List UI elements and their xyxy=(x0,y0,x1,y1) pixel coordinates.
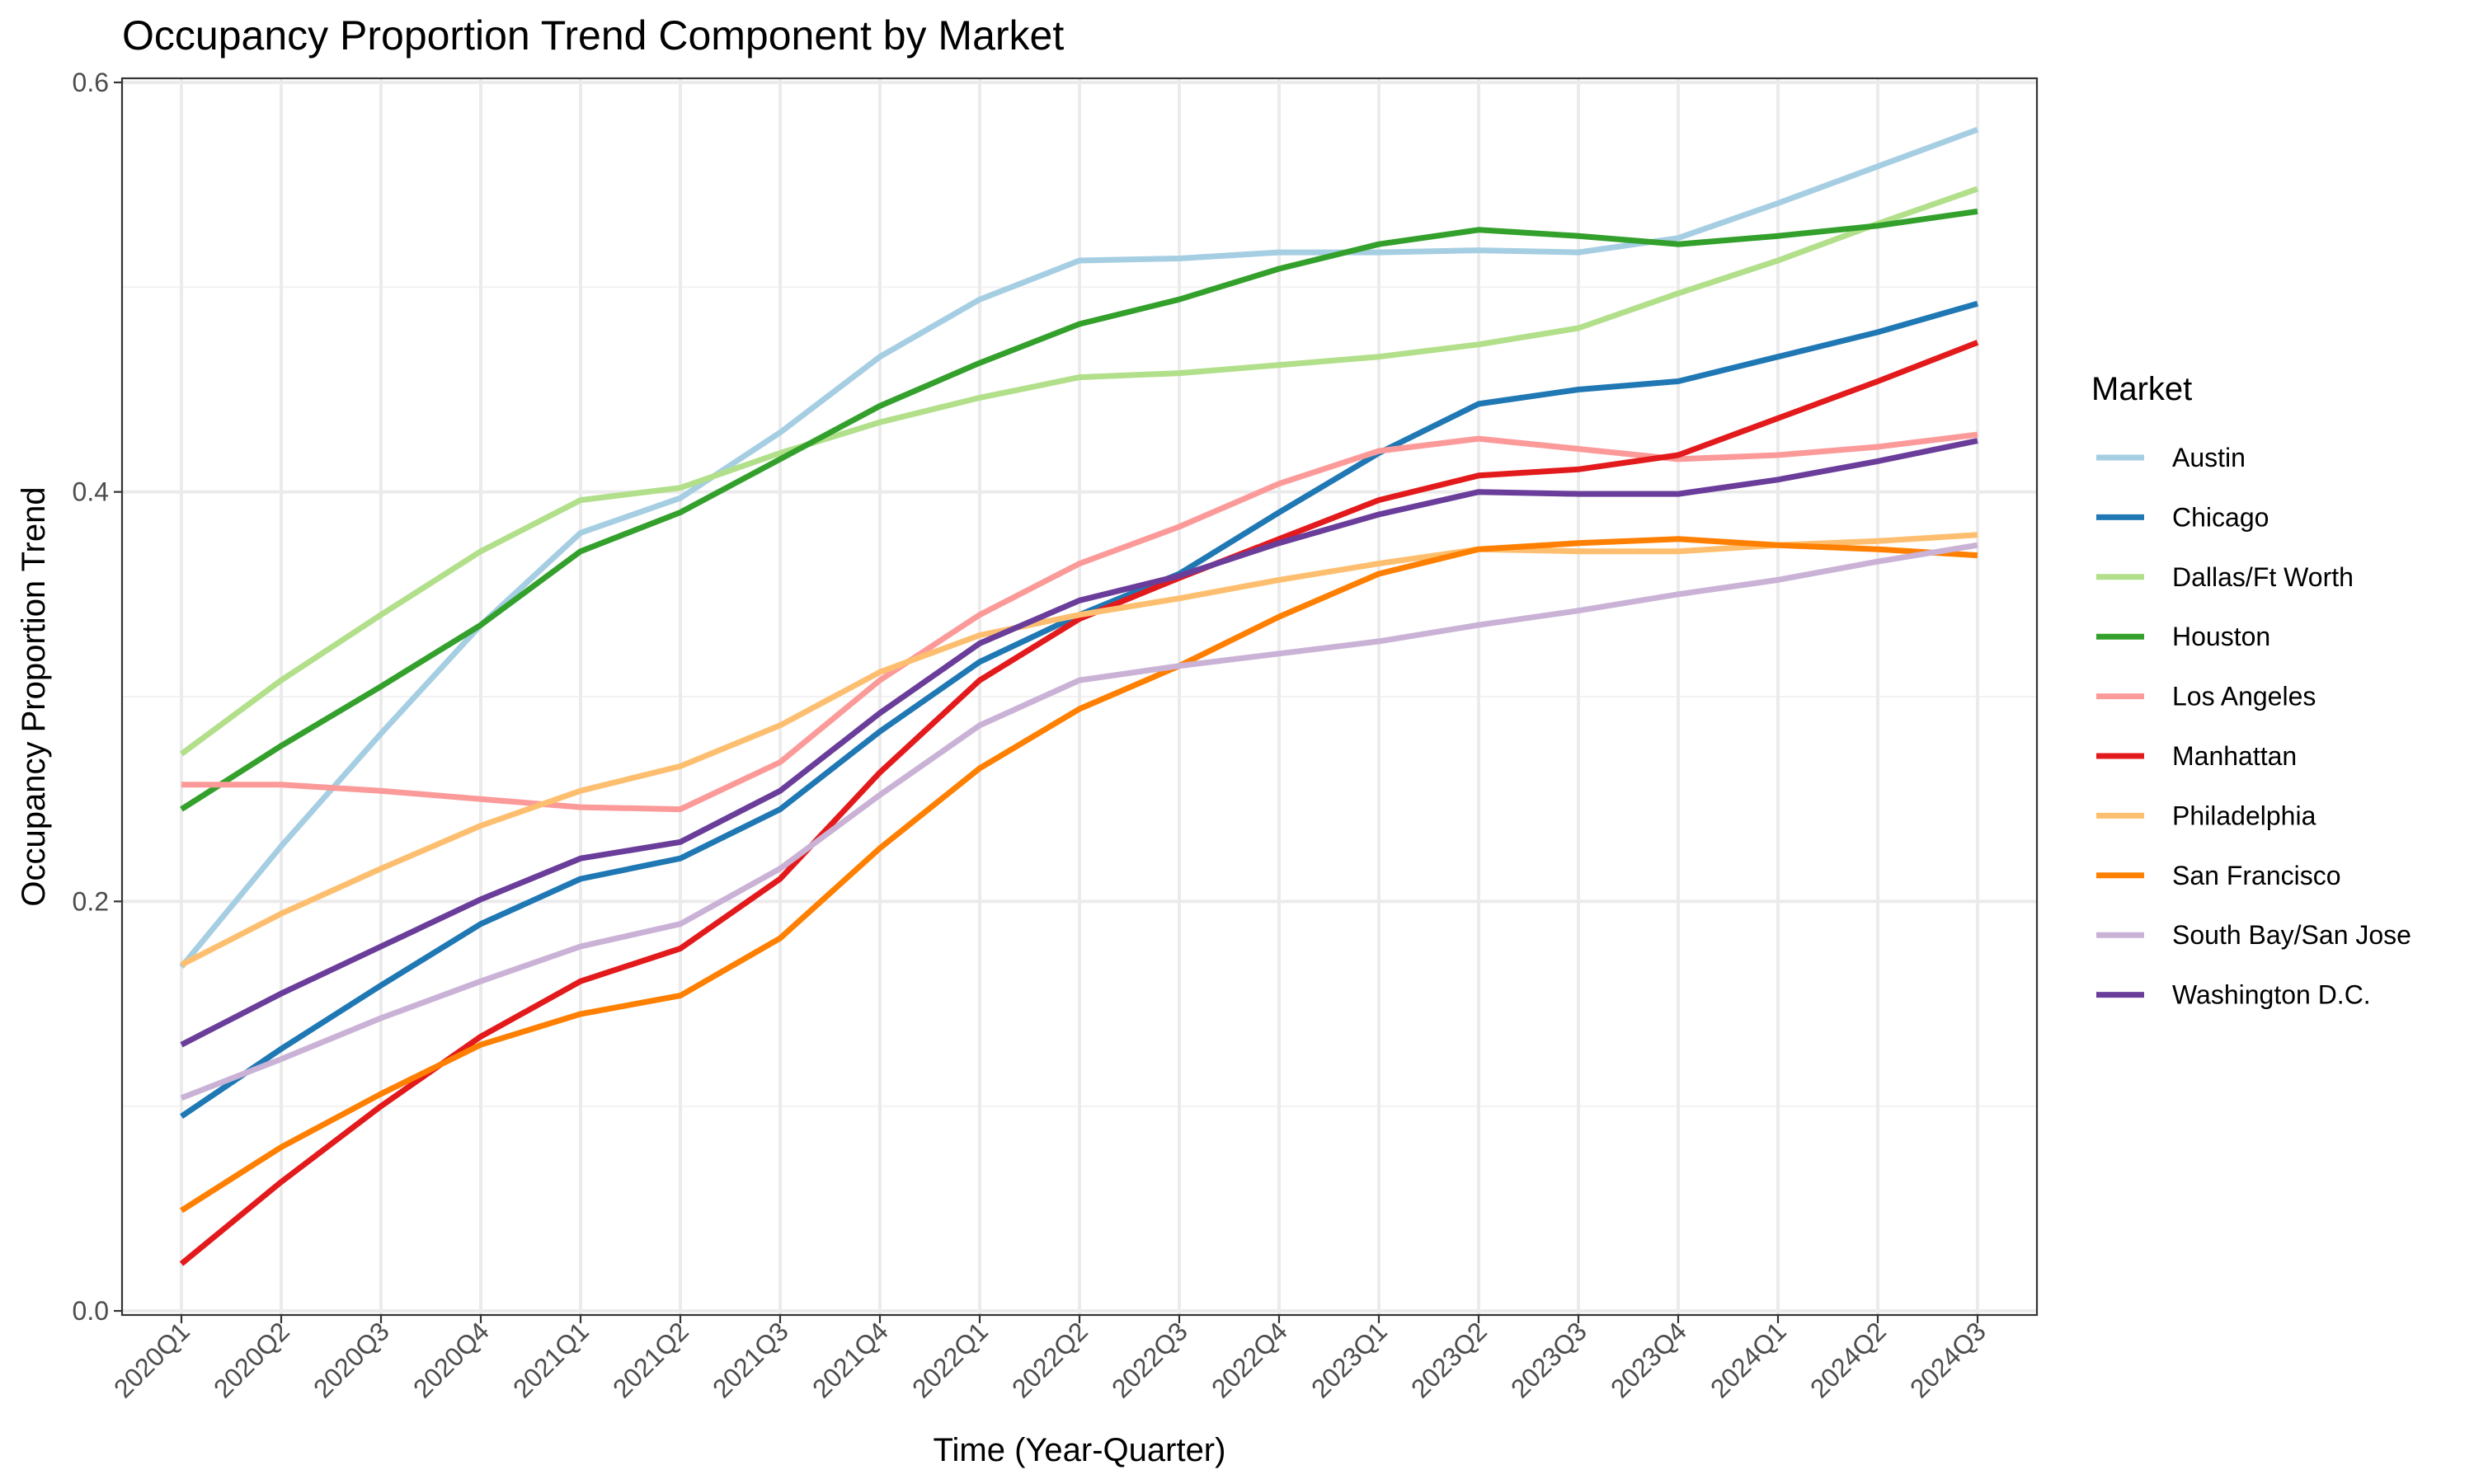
x-tick-label: 2024Q2 xyxy=(1804,1316,1892,1403)
legend-label: Los Angeles xyxy=(2172,682,2316,711)
series-line-manhattan xyxy=(179,340,1979,1266)
x-tick-label: 2024Q3 xyxy=(1904,1316,1992,1403)
legend: Market Austin Chicago Dallas/Ft Worth Houst… xyxy=(2091,371,2411,1010)
legend-label: Philadelphia xyxy=(2172,801,2316,830)
series-line-san-francisco xyxy=(180,536,1978,1214)
legend-label: Washington D.C. xyxy=(2172,980,2371,1010)
series-line-los-angeles xyxy=(181,431,1978,813)
x-tick-label: 2020Q2 xyxy=(208,1316,295,1403)
x-tick-label: 2022Q1 xyxy=(906,1316,994,1403)
grid xyxy=(122,78,2037,1315)
y-tick-label: 0.6 xyxy=(73,68,109,97)
x-tick-label: 2023Q2 xyxy=(1405,1316,1493,1403)
x-tick-label: 2020Q3 xyxy=(308,1316,395,1403)
legend-label: Chicago xyxy=(2172,502,2269,532)
x-tick-label: 2021Q2 xyxy=(607,1316,694,1403)
y-tick-label: 0.0 xyxy=(73,1296,109,1326)
x-tick-label: 2022Q3 xyxy=(1106,1316,1193,1403)
x-tick-label: 2022Q2 xyxy=(1006,1316,1094,1403)
series-lines xyxy=(179,126,1979,1266)
series-line-philadelphia xyxy=(180,532,1978,968)
legend-label: San Francisco xyxy=(2172,861,2341,890)
x-tick-label: 2021Q1 xyxy=(507,1316,595,1403)
x-axis-title: Time (Year-Quarter) xyxy=(934,1432,1226,1468)
legend-label: South Bay/San Jose xyxy=(2172,920,2411,950)
x-tick-label: 2021Q3 xyxy=(707,1316,794,1403)
legend-label: Austin xyxy=(2172,443,2246,472)
x-tick-label: 2022Q4 xyxy=(1206,1316,1293,1403)
legend-label: Dallas/Ft Worth xyxy=(2172,562,2354,592)
chart-title: Occupancy Proportion Trend Component by … xyxy=(122,12,1064,59)
series-line-south-bay-san-jose xyxy=(180,542,1978,1101)
legend-title: Market xyxy=(2091,371,2192,407)
y-axis: 0.0 0.2 0.4 0.6 xyxy=(73,68,122,1326)
series-line-washington-d-c- xyxy=(180,438,1978,1048)
x-tick-label: 2023Q4 xyxy=(1605,1316,1692,1403)
x-tick-label: 2023Q3 xyxy=(1505,1316,1592,1403)
legend-label: Houston xyxy=(2172,622,2270,651)
series-line-dallas-ft-worth xyxy=(179,186,1979,757)
x-tick-label: 2021Q4 xyxy=(807,1316,894,1403)
y-axis-title: Occupancy Proportion Trend xyxy=(16,486,52,906)
x-tick-label: 2023Q1 xyxy=(1305,1316,1393,1403)
x-tick-label: 2024Q1 xyxy=(1705,1316,1792,1403)
x-axis: 2020Q1 2020Q2 2020Q3 2020Q4 2021Q1 2021Q2 2021… xyxy=(108,1315,1992,1403)
y-tick-label: 0.4 xyxy=(73,477,109,507)
series-line-houston xyxy=(180,208,1978,812)
x-tick-label: 2020Q4 xyxy=(407,1316,495,1403)
x-tick-label: 2020Q1 xyxy=(108,1316,195,1403)
y-tick-label: 0.2 xyxy=(73,886,109,916)
legend-label: Manhattan xyxy=(2172,741,2297,771)
